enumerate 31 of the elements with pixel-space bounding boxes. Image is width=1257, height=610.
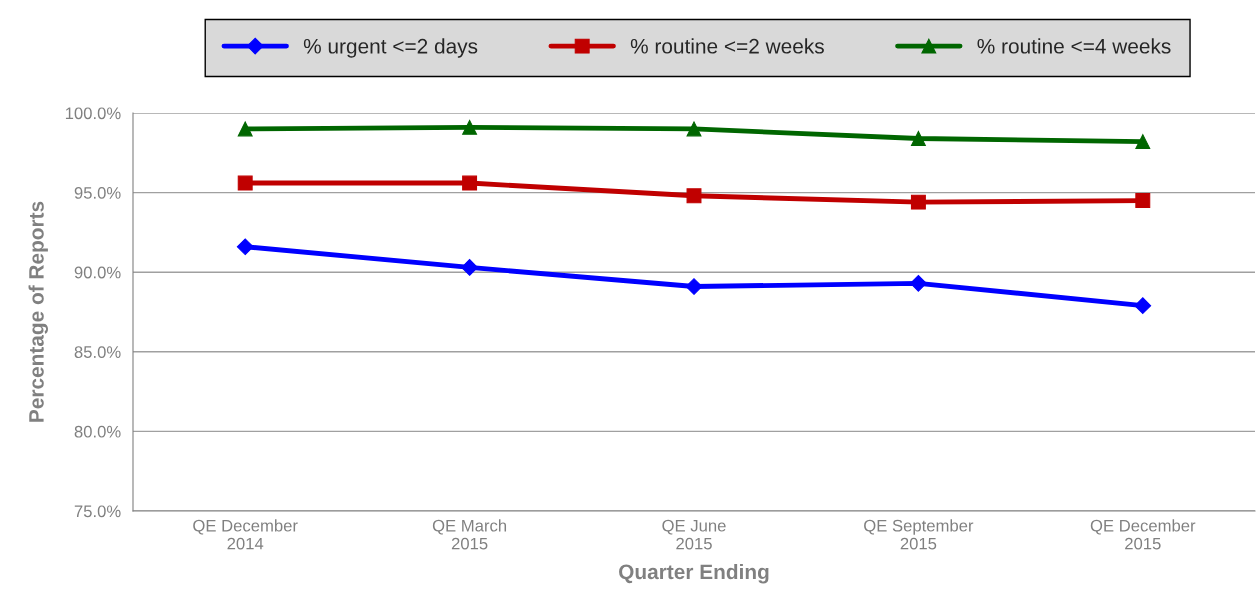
legend-label: % routine <=4 weeks (977, 38, 1171, 54)
x-tick-label: QE September 2015 (864, 519, 974, 550)
y-tick-label: 100.0% (65, 107, 121, 120)
point (1135, 193, 1151, 209)
point (686, 121, 702, 137)
x-tick-label: QE March 2015 (432, 519, 507, 550)
point (461, 259, 478, 276)
point (237, 121, 253, 137)
y-tick-label: 95.0% (74, 187, 121, 199)
point (1134, 297, 1152, 315)
x-tick-label: QE December 2015 (1090, 519, 1196, 550)
y-axis-title: Percentage of Reports (28, 201, 48, 422)
point (236, 238, 254, 256)
x-tick-label: QE June 2015 (662, 519, 726, 550)
point (910, 131, 926, 146)
y-tick-label: 90.0% (74, 266, 121, 279)
legend-label: % urgent <=2 days (303, 38, 478, 58)
point (237, 175, 253, 191)
y-tick-label: 80.0% (74, 425, 121, 438)
point (462, 175, 478, 191)
point (686, 188, 702, 204)
x-axis-title: Quarter Ending (619, 563, 769, 584)
y-tick-label: 85.0% (74, 346, 121, 358)
x-tick-label: QE December 2014 (193, 519, 298, 550)
point (910, 194, 926, 210)
point (1135, 134, 1151, 150)
point (462, 119, 478, 135)
legend-label: % routine <=2 weeks (630, 38, 824, 54)
point (910, 274, 927, 292)
y-tick-label: 75.0% (74, 505, 121, 518)
point (685, 278, 703, 295)
